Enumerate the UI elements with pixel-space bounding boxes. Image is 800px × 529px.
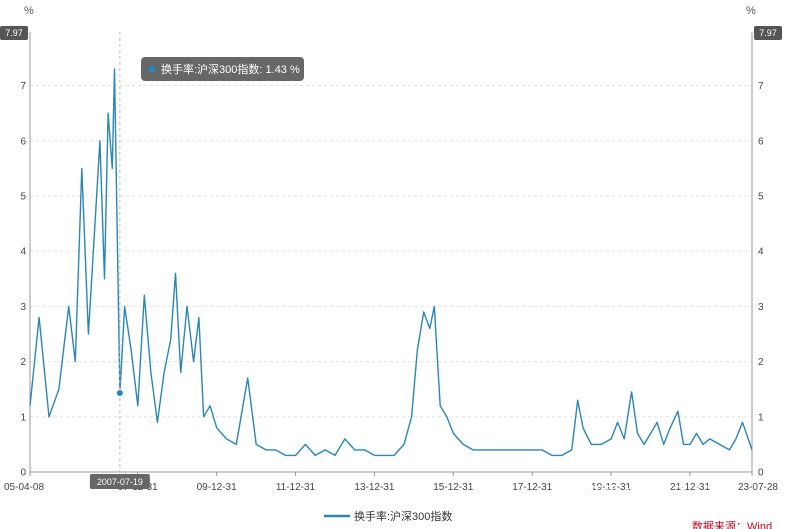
right-y-axis: 0 1 2 3 4 5 6 7 <box>758 81 764 478</box>
x-tick-label: 11-12-31 <box>276 482 316 493</box>
right-y-tick-label: 4 <box>758 247 764 258</box>
data-source: 数据来源：Wind <box>692 519 772 529</box>
x-tick-label: 05-04-08 <box>4 482 44 493</box>
right-y-tick-label: 7 <box>758 81 764 92</box>
left-y-axis: 0 1 2 3 4 5 6 7 <box>20 81 26 478</box>
x-tick-label: 17-12-31 <box>512 482 552 493</box>
x-tick-label: 13-12-31 <box>354 482 394 493</box>
x-tick-label: 21-12-31 <box>670 482 710 493</box>
right-y-tick-label: 1 <box>758 412 764 423</box>
right-max-badge-label: 7.97 <box>759 28 777 38</box>
x-tick-label: 23-07-28 <box>738 482 778 493</box>
left-y-tick-label: 3 <box>20 302 26 313</box>
series-line-turnover <box>29 68 753 457</box>
right-max-badge: 7.97 <box>754 26 782 40</box>
left-y-tick-label: 4 <box>20 247 26 258</box>
grid-lines <box>30 85 752 418</box>
x-tick-label: 09-12-31 <box>197 482 237 493</box>
left-y-unit: % <box>24 5 34 17</box>
x-tick-label: 15-12-31 <box>433 482 473 493</box>
right-y-tick-label: 3 <box>758 302 764 313</box>
left-max-badge: 7.97 <box>0 26 28 40</box>
left-y-tick-label: 7 <box>20 81 26 92</box>
left-y-tick-label: 6 <box>20 136 26 147</box>
tooltip: 换手率:沪深300指数: 1.43 % <box>141 57 304 81</box>
left-max-badge-label: 7.97 <box>5 28 23 38</box>
x-tick-label: 19-12-31 <box>591 482 631 493</box>
left-y-tick-label: 1 <box>20 412 26 423</box>
crosshair-point[interactable] <box>115 389 124 398</box>
crosshair-x-badge: 2007-07-19 <box>89 474 150 489</box>
left-y-tick-label: 2 <box>20 357 26 368</box>
right-y-tick-label: 5 <box>758 191 764 202</box>
left-y-tick-label: 0 <box>20 468 26 479</box>
left-y-tick-label: 5 <box>20 191 26 202</box>
right-y-tick-label: 0 <box>758 468 764 479</box>
legend-label: 换手率:沪深300指数 <box>354 509 452 523</box>
crosshair-x-label: 2007-07-19 <box>97 477 143 487</box>
right-y-tick-label: 6 <box>758 136 764 147</box>
right-y-tick-label: 2 <box>758 357 764 368</box>
legend[interactable]: 换手率:沪深300指数 <box>324 509 452 523</box>
tooltip-text: 换手率:沪深300指数: 1.43 % <box>161 62 300 76</box>
watermark-text: 知乎 @冰又三人禾 <box>588 484 721 502</box>
right-y-unit: % <box>746 5 756 17</box>
tooltip-series-marker <box>148 65 156 73</box>
